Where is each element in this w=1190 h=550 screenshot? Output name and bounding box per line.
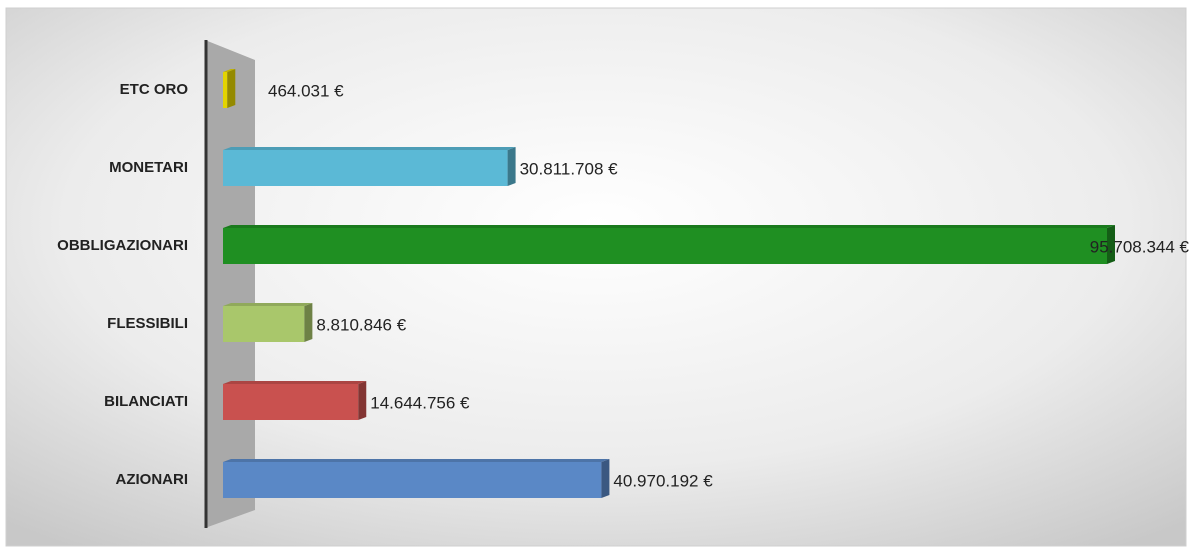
category-label: ETC ORO — [120, 81, 189, 98]
bar-top — [223, 381, 367, 384]
bar — [223, 306, 305, 342]
value-label: 95.708.344 € — [1090, 237, 1190, 256]
bar-top — [223, 459, 610, 462]
bar-side — [358, 381, 367, 420]
value-label: 464.031 € — [268, 81, 344, 100]
bar-top — [223, 147, 516, 150]
bar-top — [223, 225, 1115, 228]
category-label: AZIONARI — [116, 471, 189, 488]
value-label: 8.810.846 € — [316, 315, 406, 334]
category-label: MONETARI — [109, 159, 188, 176]
bar-side — [601, 459, 610, 498]
axis-wall — [205, 40, 255, 528]
bar — [223, 384, 359, 420]
category-label: FLESSIBILI — [107, 315, 188, 332]
bar-top — [223, 69, 236, 72]
category-label: OBBLIGAZIONARI — [57, 237, 188, 254]
chart-area — [5, 7, 1187, 547]
value-label: 30.811.708 € — [520, 159, 619, 178]
bar-side — [304, 303, 313, 342]
bar — [223, 150, 508, 186]
bar — [223, 72, 228, 108]
bar-side — [1107, 225, 1115, 264]
bar-side — [507, 147, 516, 186]
value-label: 40.970.192 € — [613, 471, 713, 490]
bar-top — [223, 303, 313, 306]
category-label: BILANCIATI — [104, 393, 188, 410]
bar — [223, 462, 602, 498]
value-label: 14.644.756 € — [370, 393, 470, 412]
bar — [223, 228, 1107, 264]
bar-side — [227, 69, 236, 108]
